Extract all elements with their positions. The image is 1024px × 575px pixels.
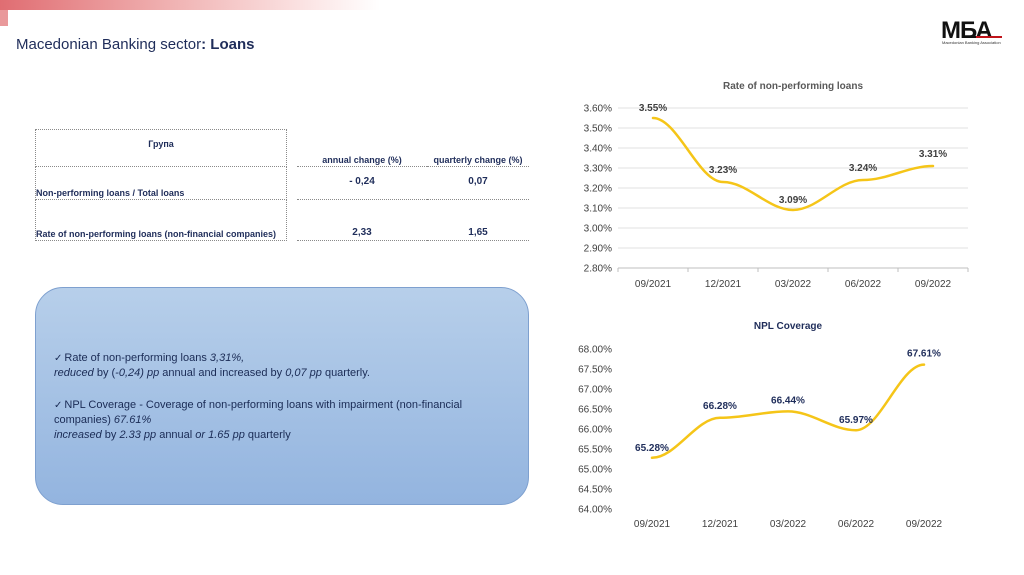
data-point [722,181,724,183]
data-label: 3.24% [849,163,877,174]
note-npl-rate: ✓ Rate of non-performing loans 3,31%, red… [54,352,370,379]
data-label: 3.55% [639,103,667,114]
row-annual: 2,33 [297,199,427,241]
y-tick-label: 3.30% [584,164,612,175]
x-tick-label: 03/2022 [770,519,807,530]
table-header-annual: annual change (%) [297,129,427,167]
data-label: 3.31% [919,149,947,160]
row-label: Rate of non-performing loans (non-financ… [35,199,287,241]
top-accent-tick [0,10,8,26]
table-header-quarterly: quarterly change (%) [427,129,529,167]
data-point [652,117,654,119]
data-point [855,429,857,432]
y-tick-label: 3.60% [584,104,612,115]
data-point [651,456,653,459]
chart-title: NPL Coverage [754,321,823,332]
check-icon: ✓ [54,353,63,364]
x-tick-label: 09/2022 [915,279,952,290]
logo-subtitle: Macedonian Banking Association [942,40,1001,45]
page-title: Macedonian Banking sector: Loans [16,36,254,53]
y-tick-label: 68.00% [578,345,612,356]
npl-rate-chart: Rate of non-performing loans 2.80% 2.90% 3.… [584,81,969,290]
npl-coverage-chart: NPL Coverage 64.00% 64.50% 65.00% 65.50% 66.0… [578,321,943,530]
table-header-row: Група annual change (%) quarterly change… [35,129,529,167]
data-label: 3.09% [779,195,807,206]
mba-logo: МБА Macedonian Banking Association [941,17,1002,45]
row-label: Non-performing loans / Total loans [35,166,287,200]
data-label: 66.44% [771,395,805,406]
y-tick-label: 67.50% [578,365,612,376]
y-tick-label: 3.50% [584,124,612,135]
row-annual: - 0,24 [297,166,427,200]
y-tick-label: 65.50% [578,445,612,456]
summary-box: ✓ Rate of non-performing loans 3,31%, red… [35,287,529,505]
y-tick-label: 65.00% [578,465,612,476]
y-tick-label: 67.00% [578,385,612,396]
x-tick-label: 03/2022 [775,279,812,290]
title-prefix: Macedonian Banking sector [16,36,202,53]
y-tick-label: 3.20% [584,184,612,195]
data-point [923,363,925,366]
x-tick-label: 06/2022 [845,279,882,290]
logo-text: МБА [941,17,992,44]
y-tick-label: 66.00% [578,425,612,436]
data-point [787,410,789,413]
y-tick-label: 2.80% [584,264,612,275]
y-tick-label: 66.50% [578,405,612,416]
chart-title: Rate of non-performing loans [723,81,863,92]
y-tick-label: 64.00% [578,505,612,516]
table-row: Non-performing loans / Total loans - 0,2… [35,166,529,200]
table-row: Rate of non-performing loans (non-financ… [35,199,529,241]
top-accent-bar [0,0,380,10]
change-table: Група annual change (%) quarterly change… [35,129,529,241]
data-label: 3.23% [709,165,737,176]
note-npl-coverage: ✓ NPL Coverage - Coverage of non-performi… [54,399,463,441]
y-tick-label: 3.40% [584,144,612,155]
data-point [862,179,864,181]
x-tick-label: 12/2021 [705,279,742,290]
y-tick-label: 2.90% [584,244,612,255]
x-tick-label: 12/2021 [702,519,739,530]
row-quarterly: 1,65 [427,199,529,241]
data-label: 65.28% [635,443,669,454]
data-point [932,165,934,167]
row-quarterly: 0,07 [427,166,529,200]
x-tick-label: 09/2021 [634,519,671,530]
check-icon: ✓ [54,400,63,411]
y-tick-label: 64.50% [578,485,612,496]
y-tick-label: 3.10% [584,204,612,215]
data-label: 67.61% [907,349,941,360]
title-bold: : Loans [201,36,255,53]
table-header-group: Група [35,129,287,167]
x-tick-label: 06/2022 [838,519,875,530]
data-label: 65.97% [839,415,873,426]
data-point [792,209,794,211]
data-point [719,416,721,419]
y-tick-label: 3.00% [584,224,612,235]
x-tick-label: 09/2022 [906,519,943,530]
x-tick-label: 09/2021 [635,279,672,290]
data-label: 66.28% [703,401,737,412]
